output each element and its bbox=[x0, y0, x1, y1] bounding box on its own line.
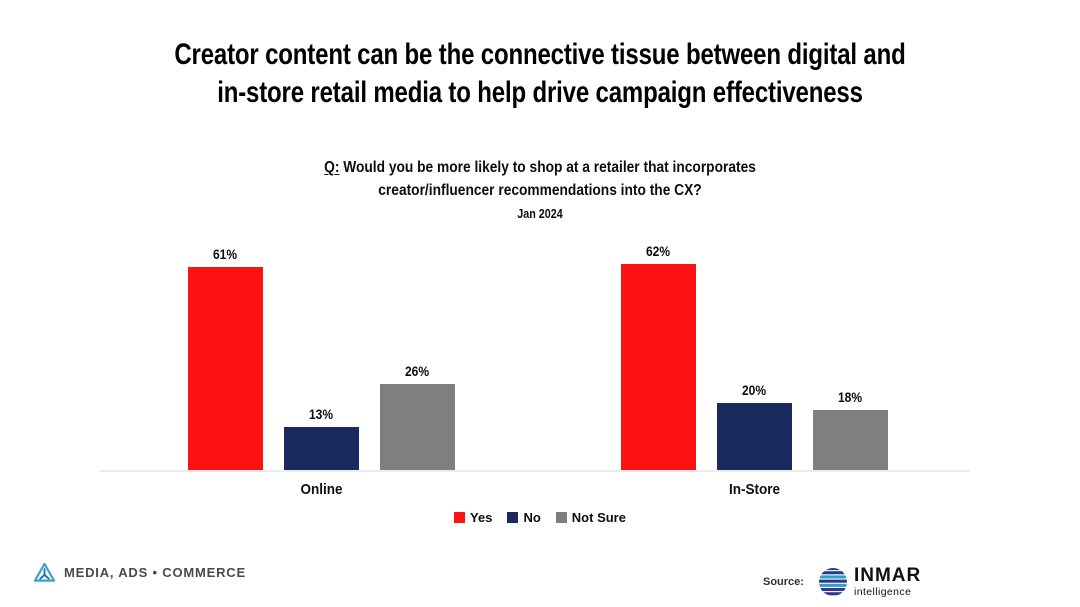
question-prefix: Q: bbox=[324, 159, 340, 176]
legend-swatch-yes bbox=[454, 512, 466, 523]
chart-legend: Yes No Not Sure bbox=[0, 510, 1080, 525]
category-label-online: Online bbox=[300, 481, 343, 498]
bar-yes-online bbox=[188, 267, 263, 470]
bar-column-yes-online: 61% bbox=[188, 246, 263, 470]
bar-not-sure-in-store bbox=[813, 410, 888, 470]
chart-date-label: Jan 2024 bbox=[517, 207, 563, 222]
chart-question: Q: Would you be more likely to shop at a… bbox=[76, 156, 1005, 224]
legend-label-not-sure: Not Sure bbox=[571, 510, 626, 525]
source-attribution: Source: INMAR intelligence bbox=[763, 566, 921, 598]
bar-column-no-in-store: 20% bbox=[717, 382, 792, 470]
inmar-name: INMAR bbox=[853, 565, 922, 586]
bar-value-label: 26% bbox=[405, 362, 430, 379]
bar-no-online bbox=[284, 426, 359, 470]
question-line2: creator/influencer recommendations into … bbox=[378, 182, 702, 200]
bar-group-online: 61% 13% 26% Online bbox=[188, 246, 455, 498]
brand-logo: MEDIA, ADS • COMMERCE bbox=[33, 562, 246, 583]
legend-swatch-not-sure bbox=[555, 512, 567, 523]
globe-icon bbox=[818, 567, 847, 596]
bar-value-label: 62% bbox=[646, 242, 671, 259]
x-axis-line bbox=[100, 470, 970, 472]
bar-yes-in-store bbox=[621, 263, 696, 470]
page-title-line1: Creator content can be the connective ti… bbox=[174, 38, 906, 71]
bar-value-label: 20% bbox=[742, 382, 767, 399]
bar-no-in-store bbox=[717, 403, 792, 470]
question-line1-text: Would you be more likely to shop at a re… bbox=[339, 159, 756, 176]
source-label: Source: bbox=[763, 575, 804, 588]
legend-swatch-no bbox=[507, 512, 519, 523]
inmar-subtitle: intelligence bbox=[853, 586, 912, 598]
bar-group-in-store: 62% 20% 18% In-Store bbox=[621, 243, 888, 498]
bar-column-not-sure-in-store: 18% bbox=[813, 389, 888, 470]
bar-chart: 61% 13% 26% Online 62% 20% 18% In-Store bbox=[100, 237, 970, 498]
page-title: Creator content can be the connective ti… bbox=[108, 36, 972, 113]
legend-label-yes: Yes bbox=[470, 510, 493, 525]
bar-value-label: 13% bbox=[309, 405, 334, 422]
triangle-logo-icon bbox=[33, 562, 56, 582]
bar-value-label: 61% bbox=[213, 246, 238, 262]
legend-label-no: No bbox=[523, 510, 541, 525]
category-label-in-store: In-Store bbox=[728, 481, 780, 498]
bar-column-no-online: 13% bbox=[284, 406, 359, 470]
legend-item-not-sure: Not Sure bbox=[555, 510, 626, 525]
bar-column-yes-in-store: 62% bbox=[621, 243, 696, 470]
bar-column-not-sure-online: 26% bbox=[380, 362, 455, 470]
question-line1: Q: Would you be more likely to shop at a… bbox=[76, 156, 1005, 179]
legend-item-no: No bbox=[507, 510, 541, 525]
page-title-line2: in-store retail media to help drive camp… bbox=[217, 76, 863, 110]
bar-value-label: 18% bbox=[838, 389, 863, 406]
bar-not-sure-online bbox=[380, 383, 455, 470]
brand-text: MEDIA, ADS • COMMERCE bbox=[64, 565, 246, 580]
legend-item-yes: Yes bbox=[454, 510, 492, 525]
inmar-logo: INMAR intelligence bbox=[818, 566, 921, 598]
inmar-wordmark: INMAR intelligence bbox=[854, 566, 921, 598]
